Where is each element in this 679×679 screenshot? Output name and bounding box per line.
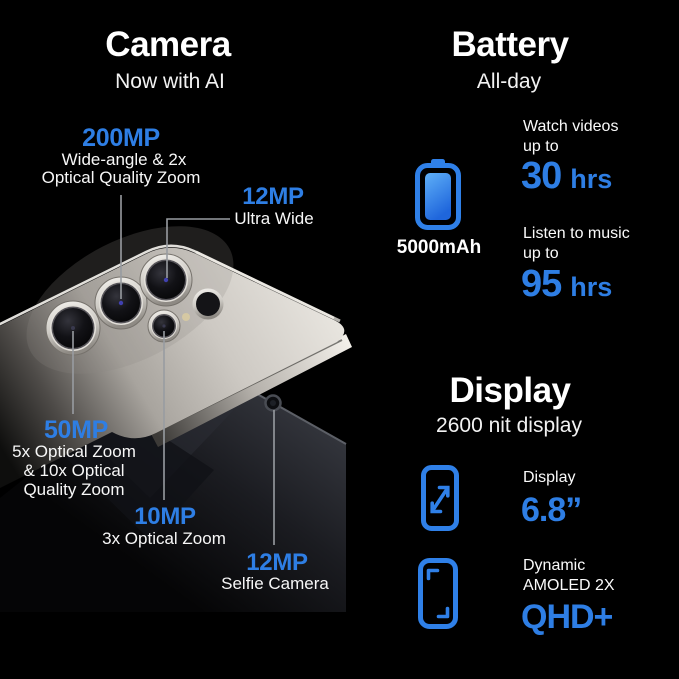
laser-af-sensor [192, 288, 224, 320]
display-size-value: 6.8” [521, 491, 582, 529]
battery-stat2-value: 95 [521, 263, 562, 305]
camera-section-subtitle: Now with AI [115, 70, 225, 93]
spec-tele5x-desc-3: Quality Zoom [23, 480, 125, 499]
spec-selfie-mp: 12MP [246, 549, 308, 576]
lens-telephoto-3x [147, 309, 181, 343]
battery-icon [415, 159, 461, 230]
battery-section-title: Battery [451, 25, 569, 64]
battery-stat2-label-1: Listen to music [523, 225, 630, 242]
spec-tele5x-mp: 50MP [43, 416, 109, 444]
display-section-title: Display [449, 371, 572, 410]
phone-expand-icon [421, 465, 459, 531]
display-section-subtitle: 2600 nit display [436, 414, 582, 437]
battery-stat2-unit: hrs [570, 272, 613, 302]
battery-stat2-label-2: up to [523, 245, 559, 262]
battery-stat1-label-2: up to [523, 138, 559, 155]
battery-section-subtitle: All-day [476, 70, 542, 93]
spec-tele3x-mp: 10MP [134, 503, 196, 530]
spec-tele5x-desc-1: 5x Optical Zoom [12, 442, 136, 461]
camera-section-title: Camera [105, 25, 231, 64]
lens-wide [94, 276, 148, 330]
display-resolution-value: QHD+ [521, 598, 613, 636]
display-feature2-label-2: AMOLED 2X [523, 577, 615, 594]
spec-tele5x-desc-2: & 10x Optical [23, 461, 125, 480]
spec-selfie-desc: Selfie Camera [221, 574, 329, 593]
phone-side-frame [150, 334, 352, 447]
battery-stat1-label-1: Watch videos [523, 118, 619, 135]
display-feature2-label-1: Dynamic [523, 557, 586, 574]
spec-main-mp: 200MP [82, 124, 160, 152]
lens-telephoto-5x [45, 300, 101, 356]
callout-line-ultrawide [166, 218, 230, 278]
spec-main-desc-1: Wide-angle & 2x [61, 150, 187, 169]
flash-led [182, 313, 190, 321]
battery-stat1-unit: hrs [570, 164, 613, 194]
spec-tele3x-desc: 3x Optical Zoom [102, 529, 226, 548]
battery-stat1-value: 30 [521, 155, 562, 197]
spec-ultrawide-mp: 12MP [242, 183, 304, 210]
display-feature1-label: Display [523, 469, 576, 486]
spec-main-desc-2: Optical Quality Zoom [41, 168, 201, 187]
phone-screen-icon [418, 558, 458, 629]
spec-ultrawide-desc: Ultra Wide [234, 209, 314, 228]
lens-ultrawide [139, 253, 193, 307]
selfie-camera-hole [264, 394, 282, 412]
battery-capacity: 5000mAh [396, 237, 482, 258]
